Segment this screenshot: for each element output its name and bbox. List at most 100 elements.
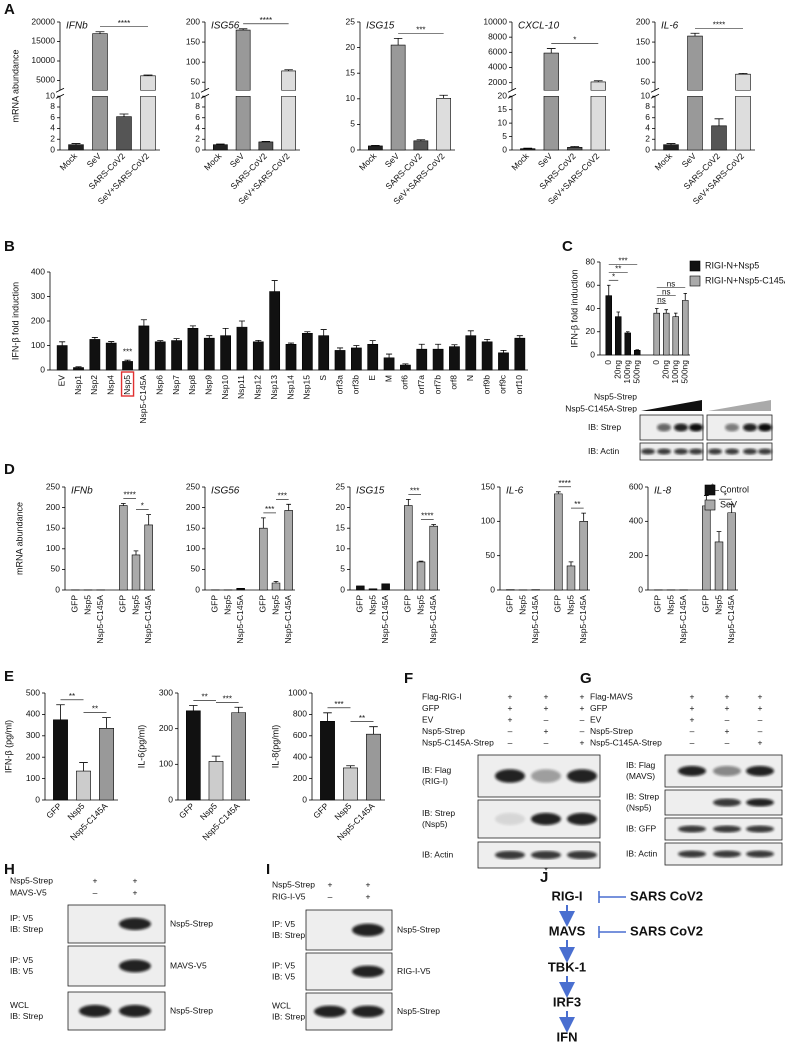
y-tick-label: 0 [50,144,55,154]
y-tick-label: 100 [159,759,173,769]
x-tick-label: GFP [403,595,413,613]
error-bar [59,341,66,346]
y-tick-label: 4000 [488,62,507,72]
bar [116,116,132,151]
y-tick-label: 300 [159,687,173,697]
error-bar [714,118,724,126]
condition-sign: – [580,714,585,724]
error-bar [523,147,533,149]
legend-swatch [689,275,701,287]
x-tick-label: GFP [258,595,268,613]
x-tick-label: Nsp5 [367,595,377,615]
x-tick-label: 0 [651,360,661,365]
bar [400,364,411,371]
bar [144,524,153,591]
y-tick-label: 6 [645,112,650,122]
x-tick-label: Nsp9 [204,375,214,395]
bar [634,350,641,356]
x-tick-label: GFP [701,595,711,613]
bar [404,505,413,591]
condition-label: Flag-RIG-I [422,691,462,701]
bar [687,35,703,151]
condition-label: EV [590,714,602,724]
y-tick-label: 6000 [488,47,507,57]
y-tick-label: 0 [340,584,345,594]
panel-label: B [4,238,15,255]
condition-sign: + [133,887,138,897]
error-bar [606,284,611,296]
pathway-node: IRF3 [553,994,581,1009]
y-tick-label: 400 [629,516,643,526]
error-bar [216,143,225,145]
band [119,1004,151,1018]
error-bar [287,342,295,345]
bar [187,328,199,371]
y-tick-label: 150 [186,522,200,532]
condition-label: MAVS-V5 [10,887,47,897]
y-axis-label: IL-8(pg/ml) [270,725,280,769]
x-tick-label: Nsp12 [253,375,263,400]
band [713,825,741,833]
dose-wedge [708,400,771,411]
y-axis-label: IFN-β (pg/ml) [3,720,13,773]
y-tick-label: 800 [293,709,307,719]
bar [368,588,378,591]
y-tick-label: 5000 [36,75,55,85]
error-bar [516,335,523,339]
y-tick-label: 200 [26,751,40,761]
error-bar [451,344,458,347]
panel-label: F [404,670,413,687]
bar [579,521,588,591]
bar [429,525,438,591]
significance-label: * [573,36,576,45]
row-label: (Nsp5) [422,819,448,829]
y-tick-label: 0 [638,584,643,594]
x-tick-label: Nsp5 [415,595,425,615]
y-tick-label: 100 [26,773,40,783]
band [689,423,703,432]
x-tick-label: GFP [118,595,128,613]
y-tick-label: 200 [293,773,307,783]
inhibitor-label: SARS CoV2 [630,923,703,938]
pathway-node: IFN [557,1029,578,1044]
panel-label: C [562,238,573,255]
error-bar [271,280,278,292]
condition-sign: + [508,714,513,724]
bar [590,81,606,151]
y-tick-label: 25 [346,16,356,26]
y-tick-label: 50 [486,550,496,560]
bar [514,337,526,371]
y-tick-label: 4 [195,123,200,133]
error-bar [336,347,344,351]
y-tick-label: 6 [50,112,55,122]
row-label: IB: Strep [588,422,621,432]
error-bar [402,363,409,366]
y-tick-label: 400 [31,266,45,276]
significance-label: **** [558,479,570,488]
x-tick-label: Mock [58,150,80,172]
significance-label: *** [334,700,343,709]
bar [615,316,622,356]
chart-title: IL-6 [506,486,524,497]
row-label: IP: V5 [272,960,295,970]
error-bar [71,143,81,145]
significance-label: *** [223,694,232,703]
x-tick-label: 500ng [680,360,690,384]
error-bar [157,340,164,342]
error-bar [673,312,678,317]
x-tick-label: orf6 [400,375,410,390]
band [713,798,741,807]
bar [203,337,215,371]
x-tick-label: GFP [44,801,64,821]
bar [281,70,296,151]
legend-swatch [704,499,716,511]
y-tick-label: 250 [46,481,60,491]
pathway-node: TBK-1 [548,959,586,974]
band [495,850,525,860]
row-label: IB: Actin [422,849,453,859]
band [531,850,561,860]
panel-label: E [4,668,14,685]
x-tick-label: SeV [85,151,104,170]
marker: * [544,865,548,875]
